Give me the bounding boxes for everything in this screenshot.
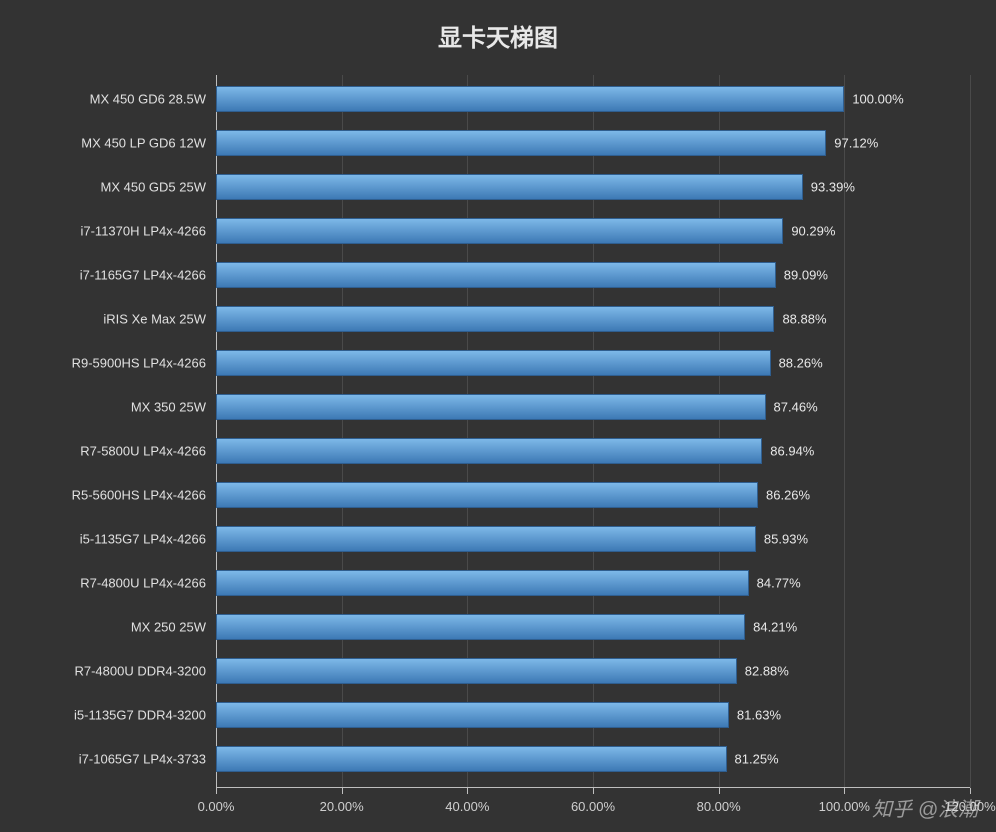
bar [216, 614, 745, 640]
bar-category-label: MX 450 GD6 28.5W [90, 92, 206, 107]
bar-value-label: 82.88% [745, 664, 789, 679]
bar [216, 86, 844, 112]
bar-value-label: 81.25% [735, 752, 779, 767]
bar [216, 482, 758, 508]
bar-value-label: 93.39% [811, 180, 855, 195]
bar [216, 658, 737, 684]
bar-category-label: i5-1135G7 LP4x-4266 [80, 532, 206, 547]
bar [216, 702, 729, 728]
bar-value-label: 100.00% [852, 92, 903, 107]
bar-row: R9-5900HS LP4x-426688.26% [216, 350, 970, 376]
gridline [970, 75, 971, 788]
plot-area: 0.00%20.00%40.00%60.00%80.00%100.00%120.… [216, 75, 970, 788]
bar-category-label: i7-1165G7 LP4x-4266 [80, 268, 206, 283]
x-tick-label: 100.00% [819, 799, 870, 814]
bar-row: i7-1065G7 LP4x-373381.25% [216, 746, 970, 772]
bar-value-label: 89.09% [784, 268, 828, 283]
bar-category-label: MX 450 LP GD6 12W [81, 136, 206, 151]
x-tick [467, 788, 468, 794]
bar-value-label: 88.26% [779, 356, 823, 371]
bar-row: R7-4800U DDR4-320082.88% [216, 658, 970, 684]
bar-value-label: 84.77% [757, 576, 801, 591]
x-tick [970, 788, 971, 794]
bar-row: MX 250 25W84.21% [216, 614, 970, 640]
bar-row: MX 450 LP GD6 12W97.12% [216, 130, 970, 156]
bar-row: MX 350 25W87.46% [216, 394, 970, 420]
bar [216, 262, 776, 288]
bar [216, 306, 774, 332]
x-axis-line [216, 787, 970, 788]
bar-value-label: 90.29% [791, 224, 835, 239]
bar-row: R5-5600HS LP4x-426686.26% [216, 482, 970, 508]
x-tick-label: 60.00% [571, 799, 615, 814]
bar [216, 218, 783, 244]
bar-category-label: i7-11370H LP4x-4266 [80, 224, 206, 239]
bar-row: i7-11370H LP4x-426690.29% [216, 218, 970, 244]
bar-value-label: 84.21% [753, 620, 797, 635]
bar-category-label: i7-1065G7 LP4x-3733 [79, 752, 206, 767]
bar-value-label: 86.26% [766, 488, 810, 503]
bar-category-label: R7-4800U LP4x-4266 [80, 576, 206, 591]
bar [216, 526, 756, 552]
x-tick-label: 80.00% [697, 799, 741, 814]
x-tick [719, 788, 720, 794]
x-tick-label: 120.00% [944, 799, 995, 814]
bar-row: MX 450 GD6 28.5W100.00% [216, 86, 970, 112]
bar-category-label: R7-4800U DDR4-3200 [74, 664, 206, 679]
bar-value-label: 87.46% [774, 400, 818, 415]
bar [216, 394, 766, 420]
x-tick-label: 40.00% [445, 799, 489, 814]
bar-category-label: R7-5800U LP4x-4266 [80, 444, 206, 459]
gpu-ladder-chart: 显卡天梯图 0.00%20.00%40.00%60.00%80.00%100.0… [0, 0, 996, 832]
x-tick-label: 0.00% [198, 799, 235, 814]
bar-row: R7-4800U LP4x-426684.77% [216, 570, 970, 596]
bar-category-label: MX 250 25W [131, 620, 206, 635]
bar-value-label: 85.93% [764, 532, 808, 547]
x-tick [844, 788, 845, 794]
bar-value-label: 81.63% [737, 708, 781, 723]
bar-category-label: R9-5900HS LP4x-4266 [72, 356, 206, 371]
bar-row: i5-1135G7 LP4x-426685.93% [216, 526, 970, 552]
bar-category-label: R5-5600HS LP4x-4266 [72, 488, 206, 503]
x-tick-label: 20.00% [320, 799, 364, 814]
bar [216, 746, 727, 772]
bar [216, 438, 762, 464]
bar-value-label: 88.88% [782, 312, 826, 327]
bar [216, 130, 826, 156]
bar-category-label: iRIS Xe Max 25W [103, 312, 206, 327]
bar-value-label: 86.94% [770, 444, 814, 459]
bar-row: R7-5800U LP4x-426686.94% [216, 438, 970, 464]
bar-category-label: i5-1135G7 DDR4-3200 [74, 708, 206, 723]
bar-category-label: MX 450 GD5 25W [101, 180, 207, 195]
bar-row: MX 450 GD5 25W93.39% [216, 174, 970, 200]
bar-value-label: 97.12% [834, 136, 878, 151]
bar [216, 350, 771, 376]
x-tick [216, 788, 217, 794]
bar-row: i5-1135G7 DDR4-320081.63% [216, 702, 970, 728]
bar [216, 174, 803, 200]
x-tick [342, 788, 343, 794]
bar [216, 570, 749, 596]
bar-row: i7-1165G7 LP4x-426689.09% [216, 262, 970, 288]
bar-category-label: MX 350 25W [131, 400, 206, 415]
x-tick [593, 788, 594, 794]
chart-title: 显卡天梯图 [0, 18, 996, 53]
bar-row: iRIS Xe Max 25W88.88% [216, 306, 970, 332]
